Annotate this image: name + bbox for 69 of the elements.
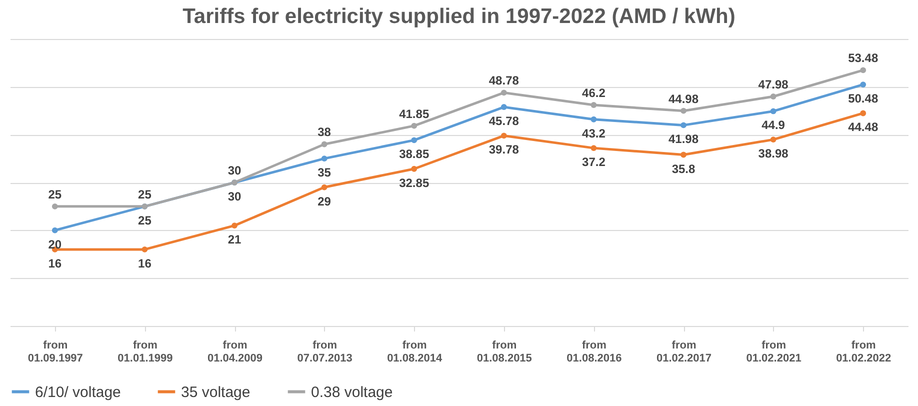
point	[860, 67, 866, 74]
x-tick-label: from 01.02.2021	[746, 340, 802, 364]
point	[590, 102, 597, 108]
data-label: 50.48	[848, 92, 878, 106]
x-tick-label: from 01.02.2017	[656, 340, 712, 364]
x-tick-label: from 07.07.2013	[297, 340, 352, 364]
x-tick-label: from 01.08.2014	[387, 340, 444, 364]
point	[590, 145, 597, 152]
x-tick-label: from 01.09.1997	[28, 340, 83, 364]
chart-title: Tariffs for electricity supplied in 1997-2022 (AMD / kWh)	[182, 5, 736, 28]
data-label: 35.8	[672, 162, 696, 176]
data-label: 38	[318, 125, 332, 140]
data-label: 21	[228, 232, 242, 247]
data-label: 35	[318, 166, 332, 180]
data-label: 46.2	[582, 86, 606, 100]
point	[770, 108, 776, 114]
x-tick-label: from 01.04.2009	[207, 340, 263, 364]
data-label: 16	[138, 256, 152, 270]
data-label: 30	[228, 190, 242, 204]
data-label: 30	[228, 164, 242, 178]
data-label: 25	[48, 187, 62, 202]
legend-label: 6/10/ voltage	[35, 384, 121, 401]
point	[770, 136, 776, 142]
data-label: 53.48	[848, 51, 878, 66]
point	[680, 152, 686, 158]
point	[860, 110, 866, 116]
point	[52, 227, 58, 234]
data-label: 29	[318, 194, 332, 208]
point	[411, 137, 418, 144]
x-tick-label: from 01.08.2015	[476, 340, 532, 364]
data-label: 39.78	[488, 142, 520, 157]
data-label: 32.85	[399, 176, 430, 190]
point	[411, 166, 418, 172]
data-label: 38.98	[758, 146, 789, 161]
data-label: 16	[48, 256, 62, 270]
data-label: 25	[138, 213, 152, 228]
data-label: 43.2	[582, 126, 606, 140]
data-label: 20	[48, 237, 62, 252]
data-label: 25	[138, 187, 152, 202]
legend-label: 0.38 voltage	[311, 384, 393, 401]
point	[770, 94, 776, 100]
data-label: 48.78	[488, 74, 520, 88]
point	[321, 141, 328, 148]
point	[500, 132, 507, 139]
data-label: 44.48	[848, 120, 878, 134]
data-label: 44.98	[668, 92, 699, 106]
point	[680, 122, 686, 128]
point	[142, 246, 148, 252]
point	[232, 222, 238, 228]
point	[321, 156, 328, 162]
data-label: 41.98	[668, 132, 699, 146]
data-label: 37.2	[582, 155, 606, 170]
point	[500, 104, 507, 110]
point	[321, 184, 328, 190]
point	[590, 116, 597, 122]
x-tick-label: from 01.08.2016	[566, 340, 622, 364]
data-label: 38.85	[399, 147, 430, 162]
data-label: 44.9	[762, 118, 786, 132]
point	[500, 90, 507, 96]
data-label: 41.85	[399, 106, 430, 121]
x-tick-label: from 01.02.2022	[836, 340, 892, 364]
point	[860, 82, 866, 88]
x-tick-label: from 01.01.1999	[118, 340, 173, 364]
data-label: 47.98	[758, 77, 789, 92]
point	[52, 203, 58, 210]
point	[411, 122, 418, 129]
data-label: 45.78	[488, 114, 520, 128]
legend-label: 35 voltage	[181, 384, 250, 401]
point	[680, 108, 686, 114]
